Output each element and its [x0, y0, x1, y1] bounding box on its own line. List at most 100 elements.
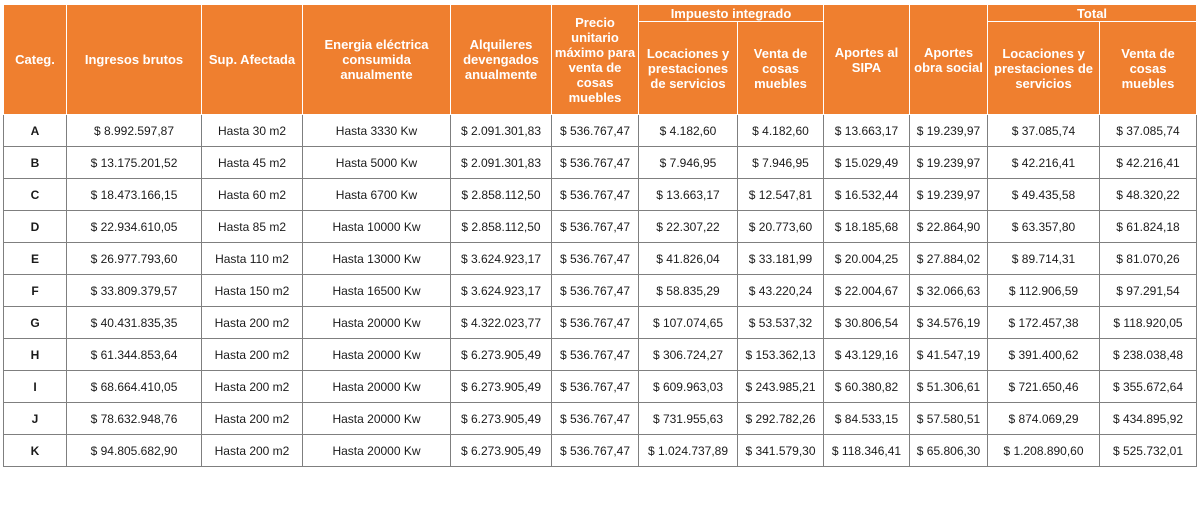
cell-sup-afectada: Hasta 85 m2 [201, 210, 303, 243]
cell-precio-unitario: $ 536.767,47 [551, 434, 639, 467]
cell-alquileres: $ 2.091.301,83 [450, 146, 552, 179]
cell-alquileres: $ 6.273.905,49 [450, 402, 552, 435]
cell-impuesto-venta: $ 12.547,81 [737, 178, 824, 211]
cell-impuesto-locaciones: $ 7.946,95 [638, 146, 738, 179]
monotributo-table: Categ. Ingresos brutos Sup. Afectada Ene… [3, 4, 1197, 467]
cell-categ: F [3, 274, 67, 307]
header-total-venta: Venta de cosas muebles [1099, 21, 1197, 115]
header-categ: Categ. [3, 4, 67, 115]
cell-impuesto-venta: $ 292.782,26 [737, 402, 824, 435]
cell-energia: Hasta 20000 Kw [302, 306, 451, 339]
cell-total-locaciones: $ 391.400,62 [987, 338, 1100, 371]
cell-total-venta: $ 81.070,26 [1099, 242, 1197, 275]
cell-ingresos-brutos: $ 18.473.166,15 [66, 178, 202, 211]
cell-alquileres: $ 2.858.112,50 [450, 178, 552, 211]
cell-aportes-obra-social: $ 19.239,97 [909, 178, 988, 211]
cell-total-locaciones: $ 49.435,58 [987, 178, 1100, 211]
cell-ingresos-brutos: $ 68.664.410,05 [66, 370, 202, 403]
cell-energia: Hasta 3330 Kw [302, 114, 451, 147]
cell-categ: I [3, 370, 67, 403]
cell-alquileres: $ 3.624.923,17 [450, 242, 552, 275]
cell-aportes-sipa: $ 43.129,16 [823, 338, 910, 371]
cell-aportes-obra-social: $ 19.239,97 [909, 146, 988, 179]
cell-total-locaciones: $ 112.906,59 [987, 274, 1100, 307]
header-impuesto-integrado: Impuesto integrado [638, 4, 824, 22]
cell-ingresos-brutos: $ 61.344.853,64 [66, 338, 202, 371]
cell-impuesto-locaciones: $ 22.307,22 [638, 210, 738, 243]
cell-sup-afectada: Hasta 150 m2 [201, 274, 303, 307]
header-total: Total [987, 4, 1197, 22]
cell-alquileres: $ 6.273.905,49 [450, 370, 552, 403]
cell-energia: Hasta 10000 Kw [302, 210, 451, 243]
cell-precio-unitario: $ 536.767,47 [551, 210, 639, 243]
cell-aportes-sipa: $ 60.380,82 [823, 370, 910, 403]
cell-categ: J [3, 402, 67, 435]
header-sup-afectada: Sup. Afectada [201, 4, 303, 115]
cell-categ: C [3, 178, 67, 211]
cell-aportes-obra-social: $ 65.806,30 [909, 434, 988, 467]
cell-impuesto-locaciones: $ 731.955,63 [638, 402, 738, 435]
cell-ingresos-brutos: $ 33.809.379,57 [66, 274, 202, 307]
cell-aportes-obra-social: $ 19.239,97 [909, 114, 988, 147]
header-impuesto-venta: Venta de cosas muebles [737, 21, 824, 115]
cell-total-locaciones: $ 89.714,31 [987, 242, 1100, 275]
cell-ingresos-brutos: $ 78.632.948,76 [66, 402, 202, 435]
cell-total-venta: $ 525.732,01 [1099, 434, 1197, 467]
header-ingresos-brutos: Ingresos brutos [66, 4, 202, 115]
cell-total-venta: $ 42.216,41 [1099, 146, 1197, 179]
cell-aportes-sipa: $ 22.004,67 [823, 274, 910, 307]
cell-energia: Hasta 6700 Kw [302, 178, 451, 211]
cell-impuesto-venta: $ 33.181,99 [737, 242, 824, 275]
table-row: B $ 13.175.201,52 Hasta 45 m2 Hasta 5000 Kw… [3, 146, 1197, 179]
cell-categ: A [3, 114, 67, 147]
cell-aportes-sipa: $ 15.029,49 [823, 146, 910, 179]
cell-precio-unitario: $ 536.767,47 [551, 306, 639, 339]
cell-sup-afectada: Hasta 110 m2 [201, 242, 303, 275]
cell-precio-unitario: $ 536.767,47 [551, 370, 639, 403]
cell-total-venta: $ 48.320,22 [1099, 178, 1197, 211]
cell-impuesto-venta: $ 43.220,24 [737, 274, 824, 307]
cell-aportes-sipa: $ 16.532,44 [823, 178, 910, 211]
cell-categ: K [3, 434, 67, 467]
cell-ingresos-brutos: $ 26.977.793,60 [66, 242, 202, 275]
cell-categ: D [3, 210, 67, 243]
cell-aportes-obra-social: $ 57.580,51 [909, 402, 988, 435]
cell-aportes-sipa: $ 18.185,68 [823, 210, 910, 243]
cell-precio-unitario: $ 536.767,47 [551, 402, 639, 435]
cell-energia: Hasta 16500 Kw [302, 274, 451, 307]
cell-sup-afectada: Hasta 200 m2 [201, 402, 303, 435]
cell-alquileres: $ 2.858.112,50 [450, 210, 552, 243]
cell-total-venta: $ 37.085,74 [1099, 114, 1197, 147]
cell-aportes-sipa: $ 118.346,41 [823, 434, 910, 467]
table-row: G $ 40.431.835,35 Hasta 200 m2 Hasta 20000 … [3, 306, 1197, 339]
cell-ingresos-brutos: $ 94.805.682,90 [66, 434, 202, 467]
cell-sup-afectada: Hasta 200 m2 [201, 306, 303, 339]
cell-alquileres: $ 3.624.923,17 [450, 274, 552, 307]
header-aportes-obra-social: Aportes obra social [909, 4, 988, 115]
header-energia-electrica: Energia eléctrica consumida anualmente [302, 4, 451, 115]
cell-total-locaciones: $ 721.650,46 [987, 370, 1100, 403]
cell-categ: H [3, 338, 67, 371]
cell-aportes-obra-social: $ 41.547,19 [909, 338, 988, 371]
cell-precio-unitario: $ 536.767,47 [551, 178, 639, 211]
table-row: D $ 22.934.610,05 Hasta 85 m2 Hasta 10000 K… [3, 210, 1197, 243]
cell-total-venta: $ 118.920,05 [1099, 306, 1197, 339]
cell-sup-afectada: Hasta 30 m2 [201, 114, 303, 147]
cell-energia: Hasta 20000 Kw [302, 402, 451, 435]
cell-energia: Hasta 20000 Kw [302, 370, 451, 403]
cell-alquileres: $ 2.091.301,83 [450, 114, 552, 147]
cell-aportes-sipa: $ 84.533,15 [823, 402, 910, 435]
cell-total-locaciones: $ 63.357,80 [987, 210, 1100, 243]
cell-precio-unitario: $ 536.767,47 [551, 242, 639, 275]
cell-impuesto-venta: $ 243.985,21 [737, 370, 824, 403]
cell-alquileres: $ 6.273.905,49 [450, 434, 552, 467]
cell-total-venta: $ 97.291,54 [1099, 274, 1197, 307]
cell-precio-unitario: $ 536.767,47 [551, 274, 639, 307]
cell-impuesto-locaciones: $ 58.835,29 [638, 274, 738, 307]
table-body: A $ 8.992.597,87 Hasta 30 m2 Hasta 3330 Kw $… [3, 114, 1197, 467]
cell-total-venta: $ 355.672,64 [1099, 370, 1197, 403]
table-row: K $ 94.805.682,90 Hasta 200 m2 Hasta 20000 … [3, 434, 1197, 467]
table-row: E $ 26.977.793,60 Hasta 110 m2 Hasta 13000 … [3, 242, 1197, 275]
cell-ingresos-brutos: $ 22.934.610,05 [66, 210, 202, 243]
header-total-locaciones: Locaciones y prestaciones de servicios [987, 21, 1100, 115]
